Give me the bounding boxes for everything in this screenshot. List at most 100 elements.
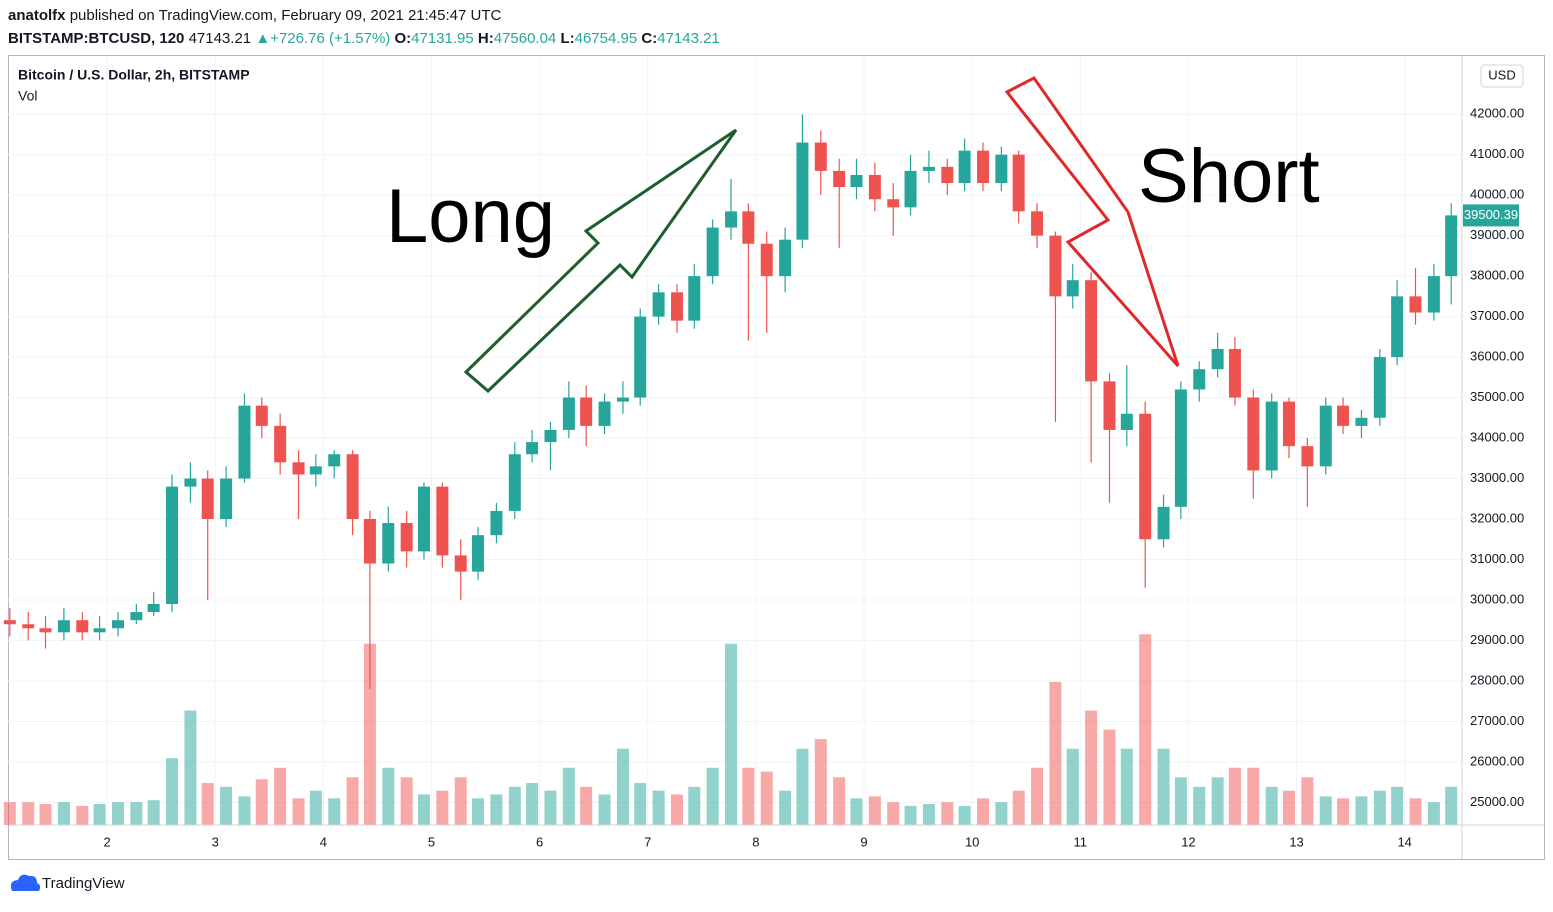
candle-body	[995, 154, 1008, 184]
x-tick-label: 10	[965, 834, 979, 849]
candle-body	[1066, 280, 1079, 297]
candle-body	[1139, 413, 1152, 540]
candle-body	[363, 518, 376, 564]
volume-bar	[887, 802, 900, 825]
last-price-label: 39500.39	[1464, 207, 1518, 222]
volume-bar	[616, 748, 629, 825]
candle-body	[93, 628, 106, 633]
y-tick-label: 41000.00	[1470, 146, 1524, 161]
candle-body	[976, 150, 989, 184]
y-tick-label: 35000.00	[1470, 389, 1524, 404]
candle-body	[39, 628, 52, 633]
x-tick-label: 5	[428, 834, 435, 849]
candle-body	[436, 486, 449, 556]
volume-bar	[1265, 786, 1278, 825]
candle-body	[760, 243, 773, 277]
candle-body	[1301, 446, 1314, 467]
candle-body	[706, 227, 719, 277]
candle-body	[1012, 154, 1025, 212]
candle-body	[309, 466, 322, 475]
x-tick-label: 9	[860, 834, 867, 849]
candle-body	[1319, 405, 1332, 467]
volume-bar	[1031, 767, 1044, 825]
volume-bar	[1319, 796, 1332, 825]
ohlc-key: L:	[560, 30, 574, 47]
annotation: Long	[386, 174, 555, 259]
volume-bar	[363, 643, 376, 825]
candle-body	[1247, 397, 1260, 471]
volume-bar	[868, 796, 881, 825]
volume-bar	[706, 767, 719, 825]
candle-body	[1193, 369, 1206, 390]
volume-bar	[1139, 634, 1152, 825]
candle-body	[1337, 405, 1350, 426]
candle-body	[1049, 235, 1062, 297]
volume-bar	[508, 786, 521, 825]
volume-bar	[309, 790, 322, 825]
y-tick-label: 25000.00	[1470, 794, 1524, 809]
y-tick-label: 37000.00	[1470, 308, 1524, 323]
y-tick-label: 38000.00	[1470, 268, 1524, 283]
volume-bar	[670, 794, 683, 825]
candle-body	[508, 454, 521, 511]
volume-bar	[238, 796, 251, 825]
candle-body	[958, 150, 971, 184]
candle-body	[562, 397, 575, 430]
candle-body	[670, 292, 683, 321]
volume-bar	[472, 798, 485, 825]
candle-body	[1031, 211, 1044, 236]
x-tick-label: 6	[536, 834, 543, 849]
volume-bar	[93, 804, 106, 825]
candle-body	[490, 510, 503, 536]
candle-body	[184, 478, 197, 487]
candle-body	[1174, 389, 1187, 507]
candle-body	[1228, 348, 1241, 398]
candle-body	[742, 211, 755, 244]
volume-bar	[147, 800, 160, 825]
volume-bar	[1355, 796, 1368, 825]
volume-bar	[958, 805, 971, 825]
volume-bar	[454, 777, 467, 825]
volume-bar	[1066, 748, 1079, 825]
candle-body	[76, 620, 89, 633]
volume-bar	[1228, 767, 1241, 825]
y-tick-label: 32000.00	[1470, 510, 1524, 525]
currency-badge[interactable]	[1480, 64, 1524, 88]
y-tick-label: 29000.00	[1470, 632, 1524, 647]
y-tick-label: 42000.00	[1470, 106, 1524, 121]
brand: TradingView	[42, 875, 125, 892]
volume-bar	[417, 794, 430, 825]
volume-bar	[1120, 748, 1133, 825]
volume-bar	[111, 802, 124, 825]
volume-bar	[346, 777, 359, 825]
volume-bar	[76, 805, 89, 825]
y-tick-label: 27000.00	[1470, 713, 1524, 728]
candle-body	[417, 486, 430, 552]
last-price-tag	[1463, 204, 1519, 227]
ohlc-key: C:	[641, 30, 657, 47]
candle-body	[904, 170, 917, 208]
candle-body	[725, 211, 738, 228]
y-tick-label: 31000.00	[1470, 551, 1524, 566]
x-tick-label: 14	[1397, 834, 1411, 849]
candle-body	[887, 199, 900, 208]
ohlc-value: 47143.21	[657, 30, 720, 47]
candle-body	[1120, 413, 1133, 430]
candle-body	[1373, 357, 1386, 418]
annotation: Short	[1138, 134, 1320, 219]
candle-body	[941, 166, 954, 184]
volume-bar	[779, 790, 792, 825]
candle-body	[1103, 381, 1116, 430]
author: anatolfx	[8, 7, 66, 24]
logo	[10, 874, 41, 891]
volume-bar	[1193, 786, 1206, 825]
candle-body	[111, 620, 124, 629]
volume-bar	[1301, 777, 1314, 825]
candle-body	[1085, 280, 1098, 382]
candle-body	[833, 170, 846, 188]
candle-body	[652, 292, 665, 317]
candle-body	[292, 462, 305, 475]
volume-bar	[436, 790, 449, 825]
volume-bar	[274, 767, 287, 825]
y-tick-label: 28000.00	[1470, 672, 1524, 687]
